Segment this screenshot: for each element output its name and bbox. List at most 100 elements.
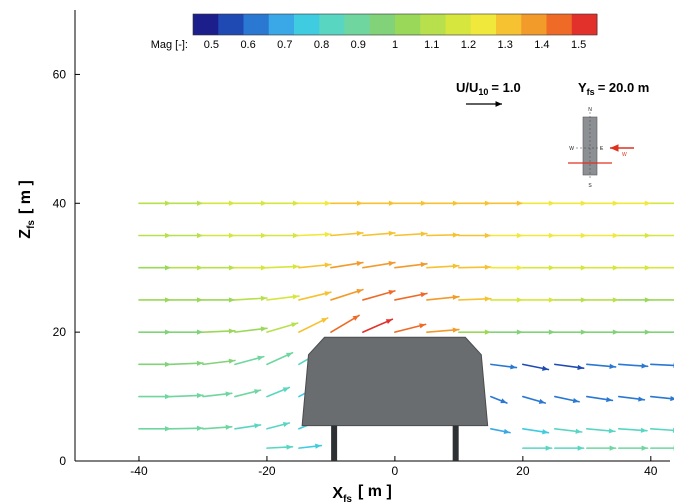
flow-vector-head [420,292,427,298]
flow-vector [298,443,323,449]
flow-vector-head [580,265,587,271]
flow-vector-head [510,364,517,370]
flow-vector-head [285,352,293,358]
x-tick-label: -40 [130,464,148,478]
flow-vector-shaft [650,363,674,367]
flow-vector [650,427,674,433]
flow-vector [586,200,620,206]
flow-vector [586,427,616,434]
colorbar-swatch [369,14,396,35]
flow-vector-head [548,265,555,271]
flow-vector-head [419,323,426,329]
flow-vector-head [420,261,427,268]
colorbar-tick-label: 1.5 [571,39,586,51]
building-leg [452,425,459,461]
flow-vector [490,297,524,303]
flow-vector-head [228,297,235,303]
reference-vector-label: U/U10 = 1.0 [456,80,521,97]
flow-vector-head [452,232,459,238]
flow-vector-head [164,232,171,239]
flow-vector-head [225,391,232,397]
flow-vector-head [606,396,613,403]
flow-vector [650,299,674,301]
inset-west-label: W [569,146,574,152]
flow-vector-head [484,329,491,335]
flow-vector [266,294,300,301]
flow-vector-head [452,327,459,333]
building-body [301,336,489,427]
flow-vector-head [315,443,322,449]
flow-vector [394,292,428,301]
flow-vector-head [196,360,203,366]
colorbar: Mag [-]: 0.5 0.6 0.7 0.8 0.9 1 1.1 1.2 1.3 1.4 1.5 [151,13,598,51]
flow-vector-head [388,260,395,267]
colorbar-swatch [193,14,219,35]
colorbar-tick-label: 1.3 [498,39,513,51]
flow-vector-head [321,317,328,323]
flow-vector-head [516,297,523,303]
flow-vector [202,328,236,334]
x-axis-unit: [ m ] [358,483,392,500]
flow-vector-head [609,363,616,369]
flow-vector [426,232,460,238]
flow-vector-head [260,265,267,271]
flow-vector-head [452,263,459,269]
flow-vector-head [292,294,299,300]
colorbar-swatch [218,14,244,35]
flow-vector-head [292,200,299,206]
flow-vector [362,290,396,301]
flow-vector [394,323,427,333]
flow-vector-head [538,398,546,404]
flow-vector [170,425,204,431]
flow-vector-head [548,297,555,303]
flow-vector [554,363,585,371]
flow-vector [266,232,300,239]
flow-vector-head [580,329,587,335]
flow-vector-head [196,425,203,431]
flow-vector-head [500,398,507,404]
flow-vector [394,261,428,269]
flow-vector [202,232,236,239]
colorbar-border [192,13,598,36]
flow-vector [202,424,233,430]
flow-vector-head [228,265,235,271]
flow-vector [618,265,652,271]
flow-vector [170,329,204,335]
flow-vector-head [260,200,267,206]
flow-vector [138,426,172,432]
flow-vector-head [196,329,203,335]
flow-vector [618,445,649,451]
flow-vector [266,421,291,430]
flow-vector [330,260,364,269]
flow-vector [490,395,508,404]
flow-vector [202,265,236,271]
flow-vector [234,265,268,271]
flow-vector-head [577,364,584,371]
flow-vector-head [257,355,264,361]
flow-vector [138,297,172,303]
flow-vector [170,392,204,399]
flow-vector-head [580,200,587,206]
flow-vector [490,329,524,335]
flow-vector-head [388,230,395,236]
flow-vector-head [352,315,360,321]
flow-vector [586,297,620,303]
flow-vector-head [282,387,290,393]
colorbar-tick-labels: 0.5 0.6 0.7 0.8 0.9 1 1.1 1.2 1.3 1.4 1.5 [204,39,587,51]
flow-vector [362,200,396,206]
colorbar-title: Mag [-]: [151,39,188,51]
flow-vector [586,232,620,239]
flow-vector-head [484,200,491,206]
flow-vector-head [548,232,555,239]
flow-vector [298,317,329,333]
flow-vector-head [612,329,619,335]
building-legs [331,425,459,461]
flow-vector [234,326,268,333]
flow-vector-head [286,444,293,450]
flow-vector [522,427,550,435]
flow-vector [234,355,265,366]
flow-vector-head [228,200,235,206]
flow-vector [522,200,556,206]
flow-vector [586,445,617,451]
